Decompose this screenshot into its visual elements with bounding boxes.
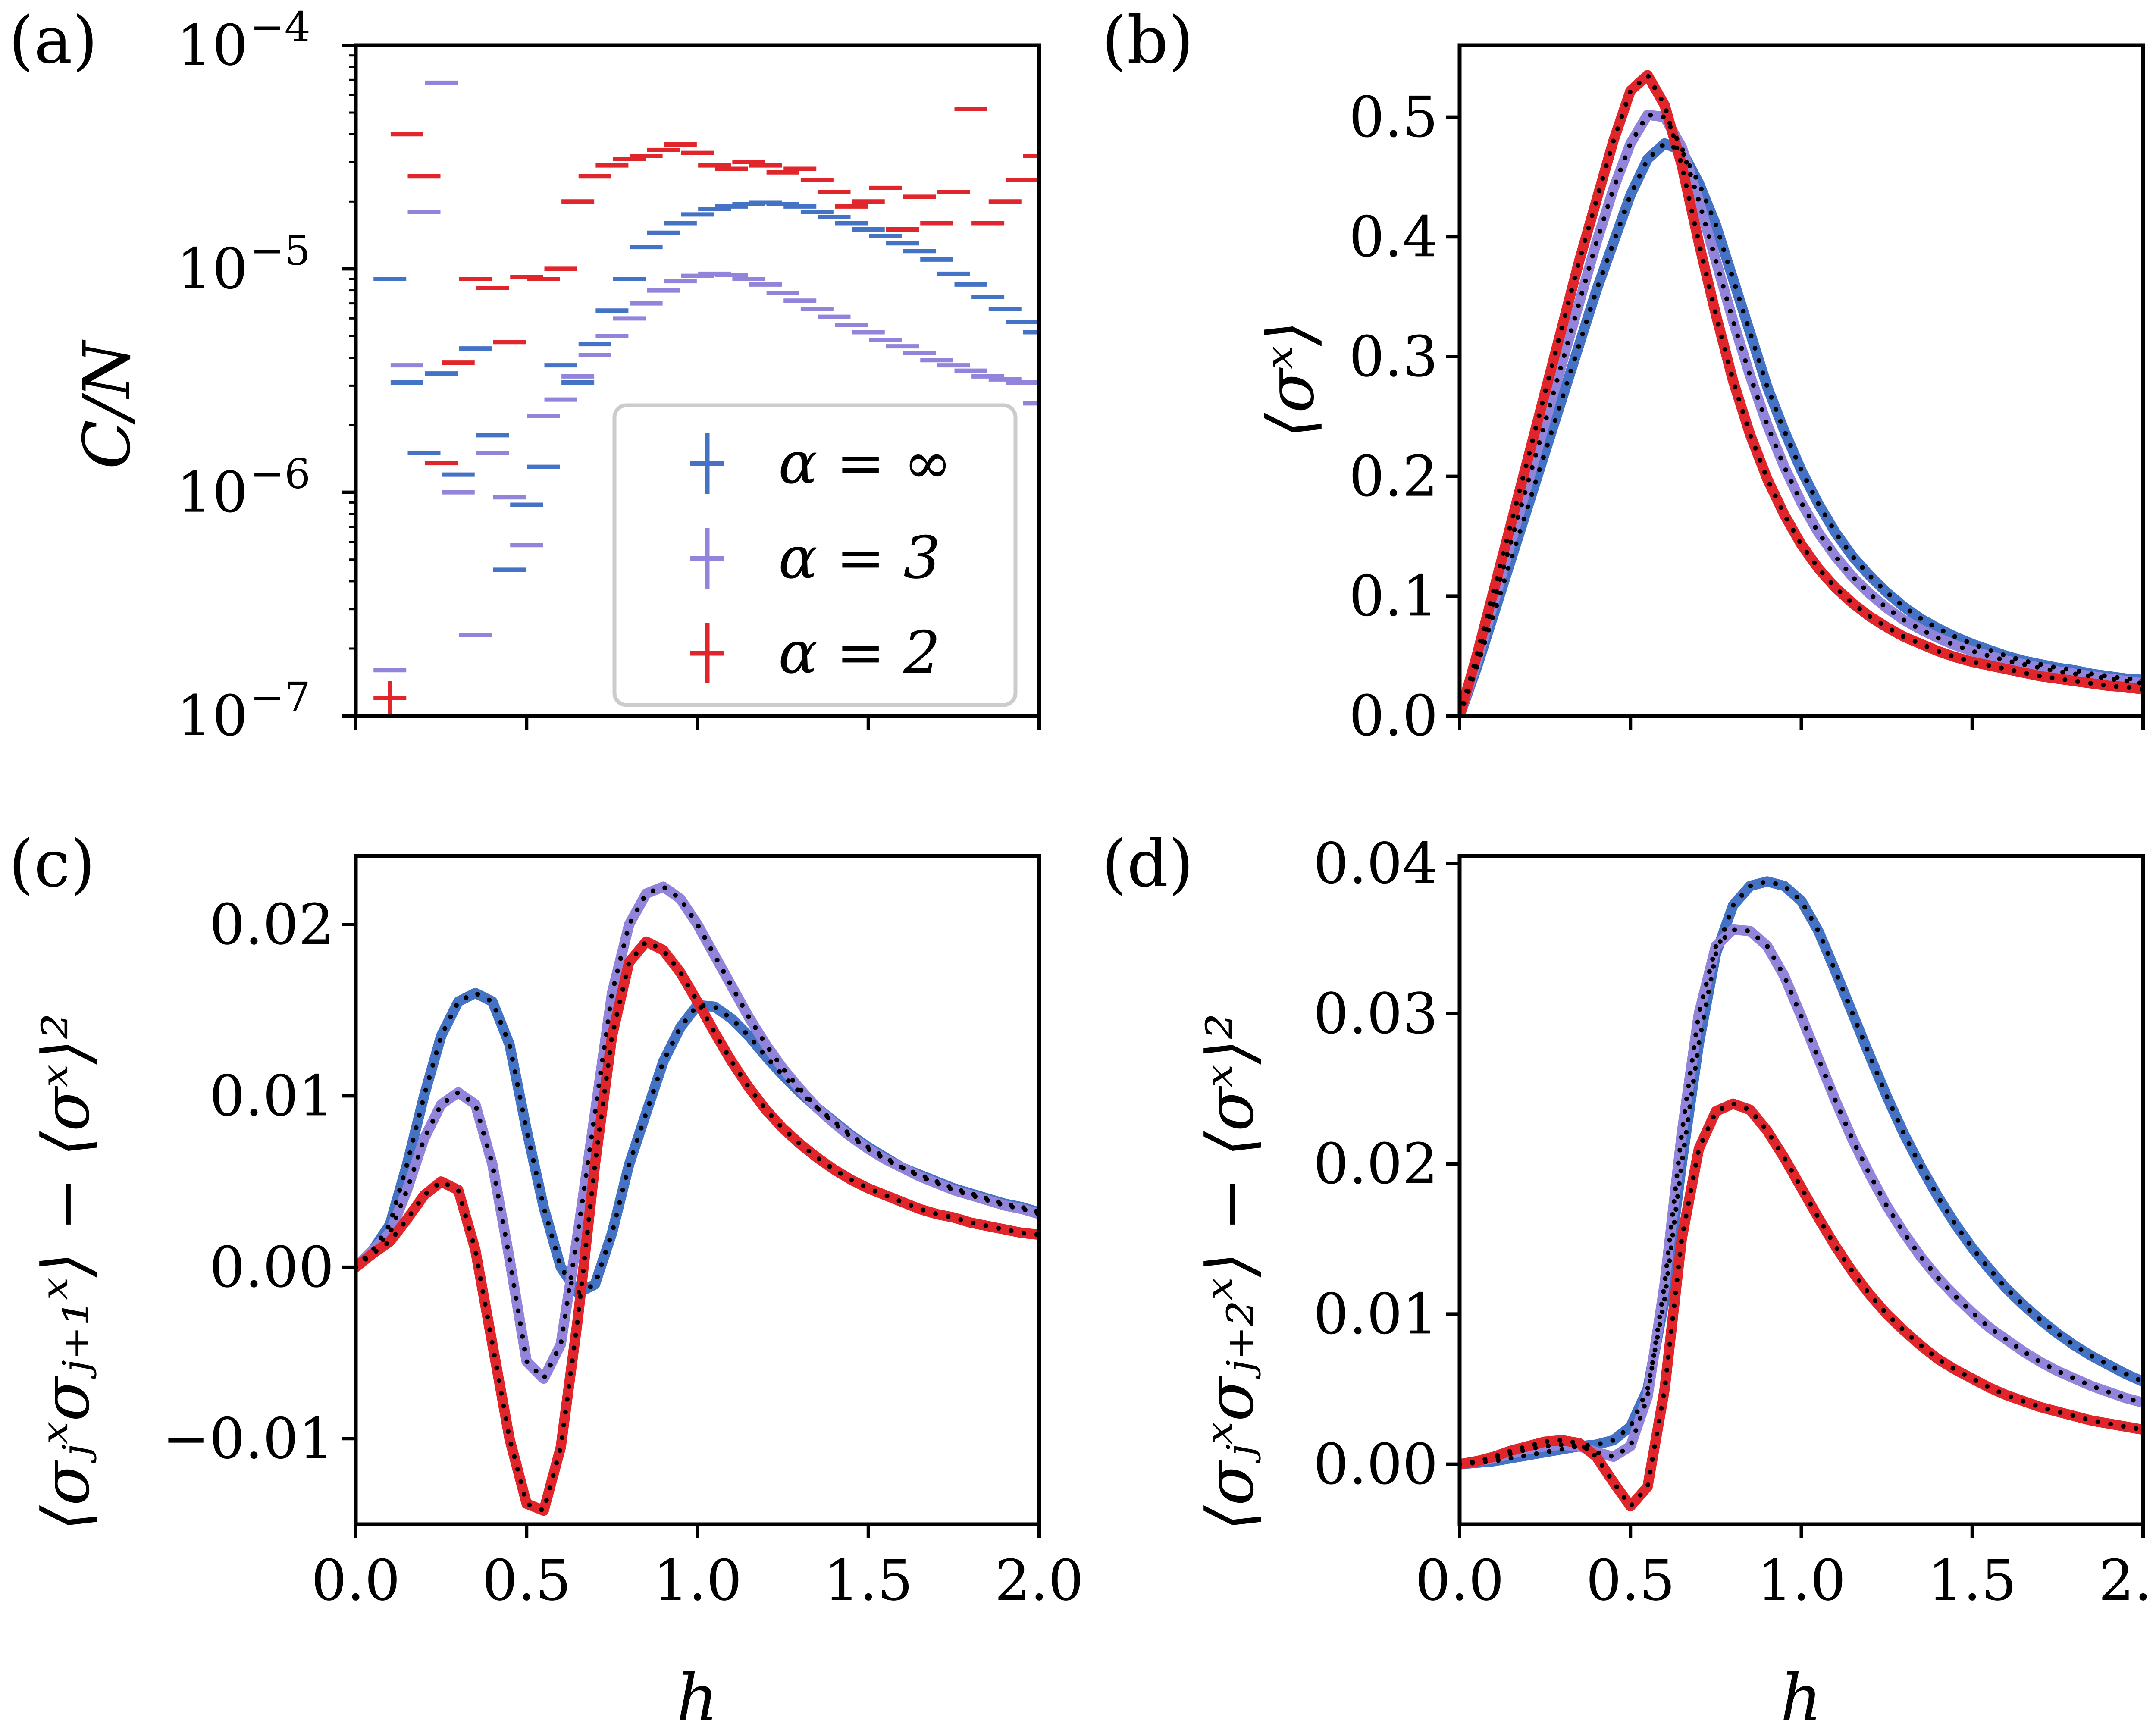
panel-c-ytick-label: 0.00 (210, 1235, 334, 1300)
panel-c-ytick-label: −0.01 (163, 1406, 334, 1471)
panel-b-series-group (1460, 70, 2143, 716)
panel-c-y-ticks: −0.01 0.00 0.01 0.02 (163, 892, 356, 1471)
panel-d-dotted-alpha_3 (1460, 927, 2143, 1467)
panel-d-xtick-label: 1.0 (1757, 1548, 1846, 1613)
panel-b-ytick-label: 0.1 (1349, 563, 1438, 629)
panel-a-x-ticks (354, 716, 1041, 730)
panel-b-plot-area (1460, 70, 2143, 716)
panel-a-y-axis-label: C/N (70, 339, 145, 469)
legend-entry-label: α = 2 (778, 619, 940, 686)
panel-a: (a) C/N 10−710−610−510−4 α = ∞α = 3α = 2 (9, 3, 1041, 749)
panel-d: (d) ⟨σⱼˣσⱼ₊₂ˣ⟩ − ⟨σˣ⟩² 0.000.010.020.030… (1102, 827, 2156, 1733)
panel-d-ytick-label: 0.01 (1313, 1281, 1438, 1347)
panel-c-dotted-alpha_inf (356, 990, 1039, 1295)
panel-c-plot-area (356, 881, 1039, 1516)
panel-a-ytick-label: 10 (177, 683, 248, 749)
panel-a-ytick-label: 10 (177, 236, 248, 301)
panel-d-dotted-alpha_2 (1460, 1101, 2143, 1509)
panel-a-plot-area (373, 80, 1039, 715)
legend-entry-label: α = 3 (778, 524, 940, 592)
panel-a-y-ticks: 10−710−610−510−4 (177, 3, 356, 749)
panel-d-y-axis-label: ⟨σⱼˣσⱼ₊₂ˣ⟩ − ⟨σˣ⟩² (1193, 1013, 1268, 1531)
panel-b-ylabel-text: ⟨σˣ⟩ (1253, 321, 1329, 439)
panel-c-xtick-label: 0.5 (482, 1548, 571, 1613)
panel-d-xtick-label: 0.5 (1586, 1548, 1675, 1613)
panel-b-line-alpha_3 (1460, 110, 2143, 716)
panel-a-label: (a) (9, 3, 97, 78)
panel-d-ylabel-text: ⟨σⱼˣσⱼ₊₂ˣ⟩ − ⟨σˣ⟩² (1193, 1013, 1268, 1531)
legend: α = ∞ α = 3 α = 2 (612, 403, 1018, 707)
panel-d-series-group (1460, 876, 2143, 1512)
panel-c-xtick-label: 1.5 (824, 1548, 913, 1613)
panel-d-ytick-label: 0.03 (1313, 981, 1438, 1047)
panel-b-ytick-label: 0.3 (1349, 324, 1438, 389)
panel-c-xtick-label: 0.0 (311, 1548, 401, 1613)
panel-d-ytick-label: 0.00 (1313, 1432, 1438, 1497)
panel-b-frame (1457, 43, 2145, 718)
panel-a-ytick-exponent: −7 (250, 674, 310, 721)
panel-b-y-axis-label: ⟨σˣ⟩ (1253, 321, 1329, 439)
panel-d-label: (d) (1102, 827, 1194, 902)
panel-b: (b) ⟨σˣ⟩ 0.0 0.1 0.2 0.3 0.4 0.5 (1102, 3, 2145, 749)
panel-a-ytick-label: 10 (177, 460, 248, 525)
panel-a-frame (354, 43, 1041, 718)
panel-b-ytick-label: 0.5 (1349, 85, 1438, 150)
panel-b-ytick-label: 0.2 (1349, 444, 1438, 509)
panel-c-series-group (356, 881, 1039, 1516)
panel-b-y-ticks: 0.0 0.1 0.2 0.3 0.4 0.5 (1349, 85, 1460, 749)
panel-d-xtick-label: 2.0 (2099, 1548, 2156, 1613)
panel-d-xtick-label: 0.0 (1415, 1548, 1504, 1613)
panel-c-xtick-label: 2.0 (995, 1548, 1084, 1613)
panel-c-ytick-label: 0.01 (210, 1063, 334, 1128)
panel-d-plot-area (1460, 876, 2143, 1512)
panel-a-ylabel-text: C/N (70, 339, 145, 469)
panel-c-y-axis-label: ⟨σⱼˣσⱼ₊₁ˣ⟩ − ⟨σˣ⟩² (29, 1013, 104, 1531)
panel-c-ytick-label: 0.02 (210, 892, 334, 957)
panel-d-ytick-label: 0.04 (1313, 830, 1438, 896)
panel-a-ytick-label: 10 (177, 13, 248, 78)
panel-a-series-group (373, 80, 1039, 715)
panel-c-xtick-label: 1.0 (653, 1548, 742, 1613)
panel-b-label: (b) (1102, 3, 1194, 78)
panel-b-ytick-label: 0.4 (1349, 204, 1438, 270)
panel-d-x-ticks: 0.0 0.5 1.0 1.5 2.0 (1415, 1524, 2156, 1613)
panel-c-x-ticks: 0.0 0.5 1.0 1.5 2.0 (311, 1524, 1084, 1613)
legend-box (612, 403, 1018, 707)
panel-d-ytick-label: 0.02 (1313, 1131, 1438, 1197)
panel-c-frame (354, 854, 1041, 1526)
panel-c: (c) ⟨σⱼˣσⱼ₊₁ˣ⟩ − ⟨σˣ⟩² −0.010.000.010.02… (9, 827, 1084, 1733)
panel-c-xlabel: h (677, 1661, 718, 1733)
panel-b-ytick-label: 0.0 (1349, 683, 1438, 749)
panel-b-dotted-alpha_inf (1460, 141, 2143, 716)
panel-a-ytick-exponent: −4 (250, 3, 310, 51)
panel-c-ylabel-text: ⟨σⱼˣσⱼ₊₁ˣ⟩ − ⟨σˣ⟩² (29, 1013, 104, 1531)
panel-a-ytick-exponent: −5 (250, 227, 310, 274)
panel-d-xtick-label: 1.5 (1927, 1548, 2017, 1613)
panel-d-xlabel: h (1780, 1661, 1822, 1733)
panel-d-frame (1457, 854, 2145, 1526)
panel-b-x-ticks (1458, 716, 2145, 730)
legend-entry-label: α = ∞ (778, 429, 952, 497)
panel-d-y-ticks: 0.00 0.01 0.02 0.03 0.04 (1313, 830, 1460, 1497)
panel-b-line-alpha_2 (1460, 70, 2143, 716)
panel-c-dotted-alpha_3 (356, 884, 1039, 1381)
panel-c-dotted-alpha_2 (356, 939, 1039, 1513)
panel-c-label: (c) (9, 827, 95, 902)
panel-a-ytick-exponent: −6 (250, 451, 310, 498)
